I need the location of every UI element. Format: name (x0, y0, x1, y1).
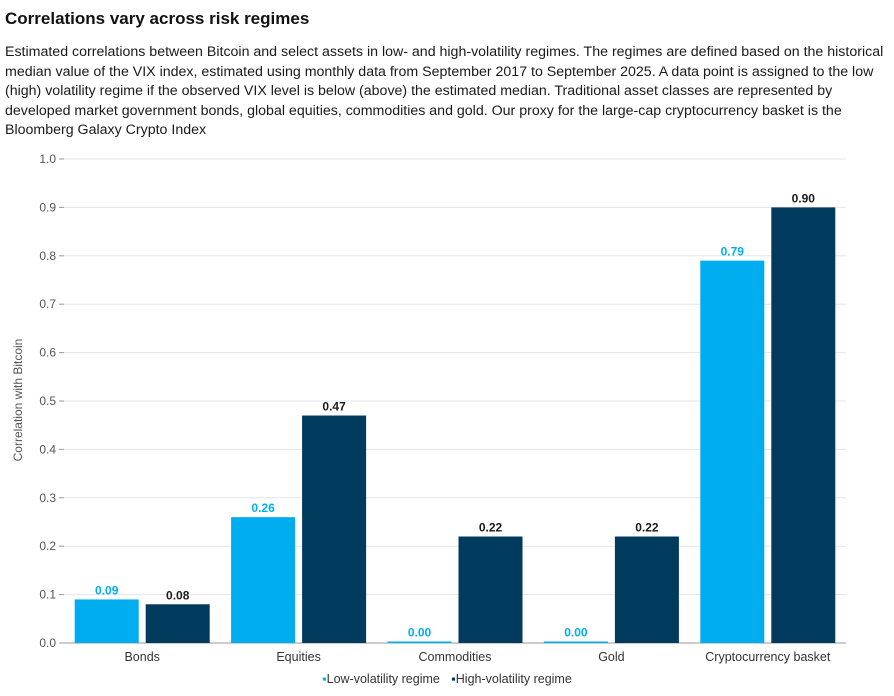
y-tick-label: 0.7 (39, 297, 56, 311)
y-axis-label: Correlation with Bitcoin (11, 339, 25, 462)
y-tick-label: 0.8 (39, 249, 56, 263)
bar-high-equities (302, 415, 367, 643)
legend-label-high: High-volatility regime (455, 672, 572, 686)
x-category-label: Cryptocurrency basket (705, 650, 831, 664)
bar-high-commodities (458, 536, 523, 643)
bar-high-gold (614, 536, 679, 643)
data-label: 0.00 (408, 626, 432, 640)
y-tick-label: 0.2 (39, 539, 56, 553)
legend-swatch-low: ▪ (322, 672, 327, 686)
y-tick-label: 0.3 (39, 491, 56, 505)
y-tick-label: 1.0 (39, 152, 56, 166)
x-axis: Bonds Equities Commodities Gold Cryptocurren… (124, 650, 830, 664)
y-tick-label: 0.4 (39, 442, 56, 456)
data-label: 0.08 (166, 588, 190, 602)
legend-label-low: Low-volatility regime (326, 672, 440, 686)
data-label: 0.22 (635, 521, 659, 535)
data-label: 0.00 (564, 626, 588, 640)
data-label: 0.79 (721, 245, 745, 259)
data-label: 0.09 (95, 583, 119, 597)
x-category-label: Commodities (419, 650, 492, 664)
bar-low-bonds (74, 599, 139, 643)
x-category-label: Gold (598, 650, 624, 664)
bars (74, 207, 836, 643)
legend-item-high: ▪High-volatility regime (451, 672, 571, 686)
data-label: 0.90 (792, 191, 816, 205)
y-tick-label: 0.6 (39, 346, 56, 360)
data-labels: 0.09 0.08 0.26 0.47 0.00 0.22 0.00 0.22 0.79 0.90 (95, 191, 815, 639)
bar-low-cryptocurrency-basket (700, 260, 765, 643)
bar-low-equities (231, 517, 296, 643)
y-tick-label: 0.1 (39, 588, 56, 602)
legend-swatch-high: ▪ (451, 672, 456, 686)
data-label: 0.47 (322, 400, 346, 414)
y-tick-label: 0.0 (39, 636, 56, 650)
legend-item-low: ▪Low-volatility regime (322, 672, 440, 686)
chart-subtitle: Estimated correlations between Bitcoin a… (5, 44, 884, 138)
bar-low-commodities (387, 641, 452, 643)
x-category-label: Equities (276, 650, 320, 664)
bar-high-bonds (145, 604, 210, 643)
y-tick-label: 0.9 (39, 200, 56, 214)
chart-title: Correlations vary across risk regimes (5, 9, 310, 28)
bar-high-cryptocurrency-basket (771, 207, 836, 643)
data-label: 0.26 (251, 501, 275, 515)
data-label: 0.22 (479, 521, 503, 535)
x-category-label: Bonds (124, 650, 159, 664)
legend: ▪Low-volatility regime ▪High-volatility … (0, 672, 894, 686)
bar-low-gold (543, 641, 608, 643)
y-tick-label: 0.5 (39, 394, 56, 408)
